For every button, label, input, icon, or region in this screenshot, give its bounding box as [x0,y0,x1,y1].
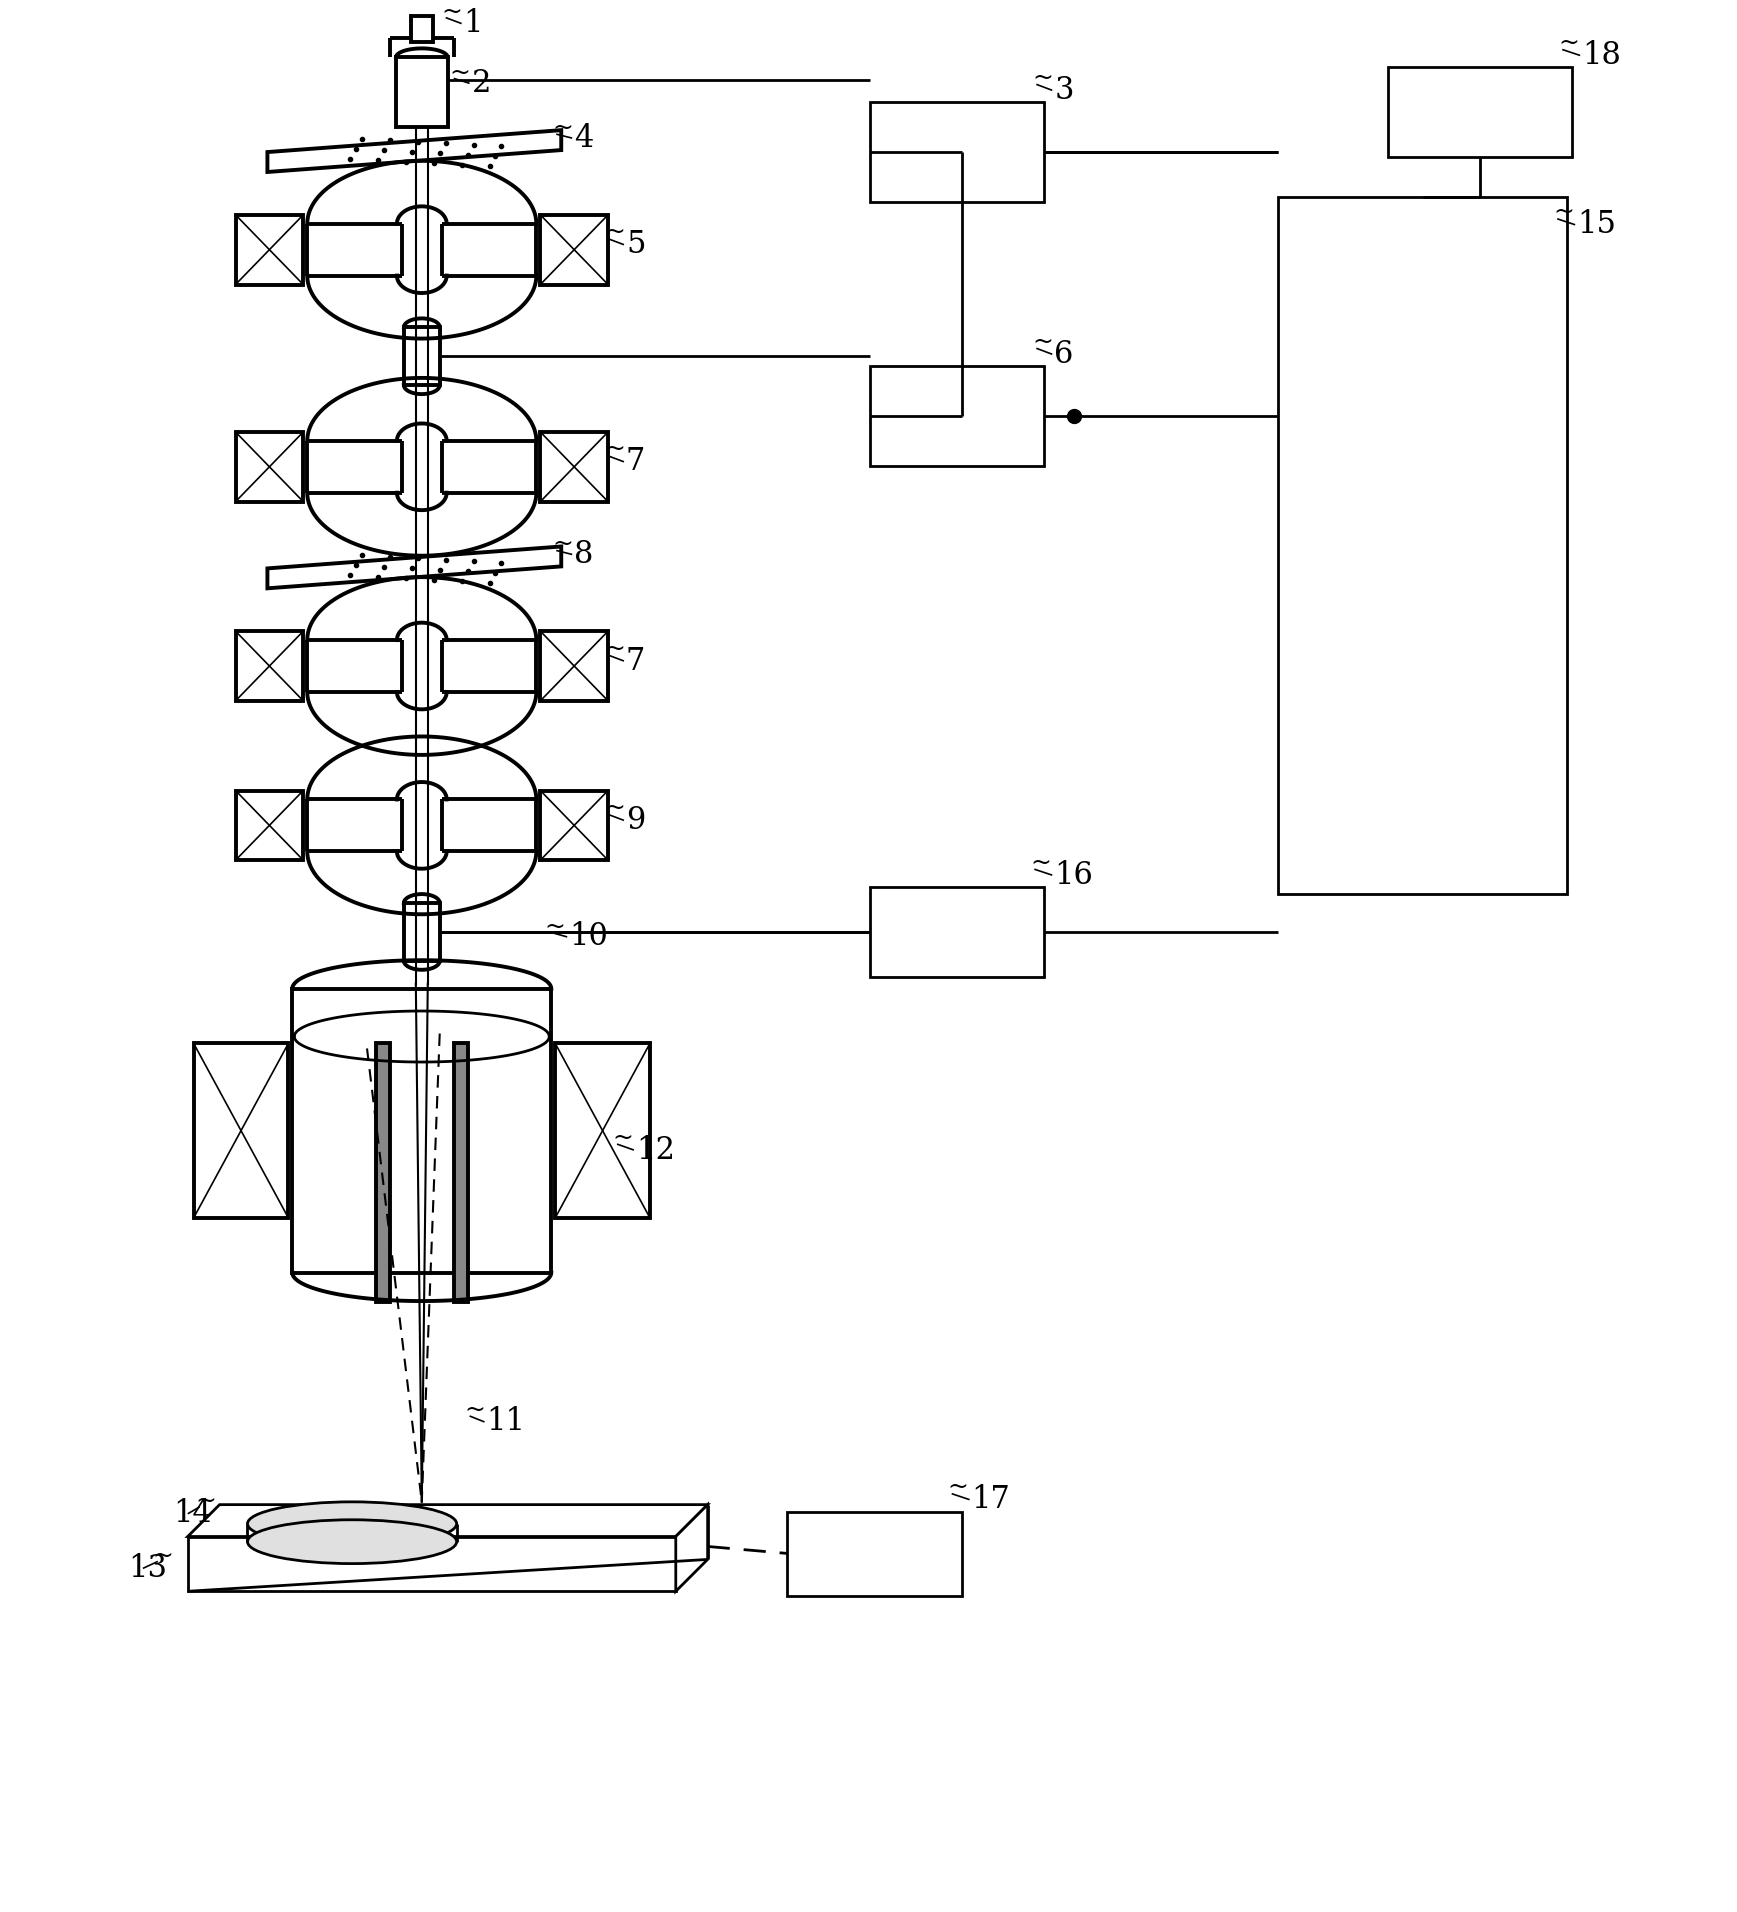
Text: 18: 18 [1582,40,1621,71]
Text: 2: 2 [471,67,492,99]
Bar [396,57,448,128]
Text: 9: 9 [625,805,644,836]
Text: 12: 12 [636,1134,676,1166]
Bar [870,101,1044,203]
Text: ~: ~ [544,916,565,939]
Text: 6: 6 [1054,338,1073,369]
Bar [540,214,608,285]
Bar [236,432,304,501]
Text: 7: 7 [625,445,646,478]
Bar [540,432,608,501]
Text: ~: ~ [552,533,573,556]
Bar [1278,197,1567,895]
Text: 17: 17 [971,1484,1011,1514]
Text: ~: ~ [604,438,625,461]
Bar [405,327,439,384]
Bar [236,790,304,860]
Text: ~: ~ [948,1476,969,1499]
Bar [195,1044,288,1218]
Text: 14: 14 [172,1499,212,1530]
Text: 11: 11 [486,1407,526,1438]
Bar [870,367,1044,467]
Text: ~: ~ [611,1126,632,1149]
Text: ~: ~ [196,1489,217,1512]
Text: 10: 10 [570,922,608,952]
Polygon shape [267,547,561,589]
Text: ~: ~ [153,1545,174,1568]
Text: ~: ~ [1030,851,1051,874]
Text: 3: 3 [1054,75,1073,105]
Text: ~: ~ [450,61,471,84]
Bar [540,631,608,702]
Bar [292,989,551,1273]
Bar [556,1044,650,1218]
Text: ~: ~ [441,2,462,25]
Polygon shape [676,1505,707,1591]
Text: ~: ~ [464,1398,486,1421]
Bar [375,1044,389,1302]
Text: 13: 13 [129,1553,167,1583]
Bar [236,631,304,702]
Bar [453,1044,467,1302]
Text: ~: ~ [1032,331,1053,354]
Bar [236,214,304,285]
Text: 7: 7 [625,646,646,677]
Text: 16: 16 [1054,860,1093,891]
Text: ~: ~ [1032,67,1053,90]
Bar [540,790,608,860]
Text: ~: ~ [552,117,573,140]
Text: 15: 15 [1577,208,1615,241]
Polygon shape [267,130,561,172]
Text: 1: 1 [464,8,483,38]
Bar [1388,67,1572,157]
Bar [405,902,439,962]
Polygon shape [188,1505,707,1537]
Text: ~: ~ [1558,33,1579,55]
Polygon shape [188,1537,676,1591]
Ellipse shape [247,1520,457,1564]
Text: 4: 4 [575,122,594,153]
Text: ~: ~ [1553,201,1574,224]
Text: 8: 8 [575,539,594,570]
Ellipse shape [247,1501,457,1545]
Text: ~: ~ [604,637,625,660]
Text: ~: ~ [604,222,625,245]
Text: ~: ~ [604,797,625,820]
Bar [870,887,1044,977]
Bar [412,15,433,42]
Text: 5: 5 [625,229,646,260]
Bar [787,1512,962,1597]
